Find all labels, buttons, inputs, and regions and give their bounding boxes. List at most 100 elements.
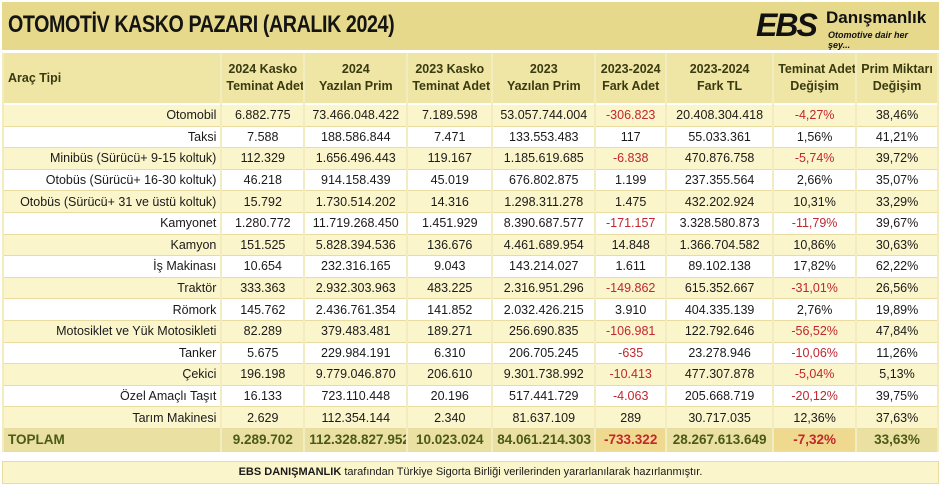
cell-prim-change: 39,75%	[857, 385, 937, 408]
header-teminat-2023: 2023 Kasko Teminat Adet	[408, 53, 492, 105]
cell-teminat-2024: 151.525	[222, 234, 304, 257]
header-line2: Değişim	[872, 79, 922, 93]
cell-teminat-2024: 112.329	[222, 148, 304, 170]
cell-vehicle-type: İş Makinası	[4, 256, 221, 278]
cell-prim-2023: 256.690.835	[493, 320, 595, 343]
logo-slogan: Otomotive dair her şey...	[828, 30, 909, 50]
cell-teminat-change: -7,32%	[774, 428, 856, 452]
ebs-logo: EBS Danışmanlık Otomotive dair her şey..…	[756, 7, 931, 50]
header-line1: 2024 Kasko	[228, 62, 298, 76]
cell-prim-change: 11,26%	[857, 342, 937, 365]
cell-teminat-2023: 2.340	[408, 407, 492, 429]
cell-fark-tl: 20.408.304.418	[667, 105, 773, 127]
cell-fark-adet: 1.611	[596, 256, 666, 278]
cell-vehicle-type: Römork	[4, 299, 221, 321]
cell-teminat-change: 1,56%	[774, 126, 856, 149]
cell-prim-2023: 1.185.619.685	[493, 148, 595, 170]
table-row: Tarım Makinesi 2.629 112.354.144 2.340 81.63…	[4, 407, 937, 429]
cell-teminat-2024: 82.289	[222, 320, 304, 343]
cell-fark-tl: 122.792.646	[667, 320, 773, 343]
cell-teminat-change: -20,12%	[774, 385, 856, 408]
cell-teminat-change: -31,01%	[774, 277, 856, 300]
cell-prim-2024: 2.436.761.354	[305, 299, 407, 321]
cell-vehicle-type: Taksi	[4, 126, 221, 149]
cell-fark-tl: 30.717.035	[667, 407, 773, 429]
cell-fark-tl: 1.366.704.582	[667, 234, 773, 257]
cell-fark-tl: 89.102.138	[667, 256, 773, 278]
table-row: Otobüs (Sürücü+ 16-30 koltuk) 46.218 914.1…	[4, 169, 937, 192]
cell-prim-2023: 2.316.951.296	[493, 277, 595, 300]
cell-fark-adet: 1.199	[596, 169, 666, 192]
header-line2: Değişim	[790, 79, 839, 93]
table-row: Otomobil 6.882.775 73.466.048.422 7.189.598…	[4, 105, 937, 127]
header-line2: Yazılan Prim	[318, 79, 393, 93]
header-line1: Prim Miktarı	[861, 62, 933, 76]
kasko-market-table: Araç Tipi 2024 Kasko Teminat Adet 2024 Yazıl…	[2, 53, 939, 452]
cell-vehicle-type: Otomobil	[4, 105, 221, 127]
header-line1: 2023 Kasko	[415, 62, 485, 76]
cell-teminat-2023: 7.189.598	[408, 105, 492, 127]
cell-teminat-2024: 196.198	[222, 364, 304, 386]
cell-prim-change: 30,63%	[857, 234, 937, 257]
cell-teminat-2024: 145.762	[222, 299, 304, 321]
cell-fark-adet: -171.157	[596, 212, 666, 235]
cell-fark-adet: 14.848	[596, 234, 666, 257]
header-prim-change: Prim Miktarı Değişim	[857, 53, 937, 105]
cell-teminat-change: 10,86%	[774, 234, 856, 257]
cell-vehicle-type: TOPLAM	[4, 428, 221, 452]
cell-prim-2023: 81.637.109	[493, 407, 595, 429]
table-row: İş Makinası 10.654 232.316.165 9.043 143.214…	[4, 256, 937, 278]
cell-prim-change: 41,21%	[857, 126, 937, 149]
cell-prim-2024: 2.932.303.963	[305, 277, 407, 300]
cell-vehicle-type: Özel Amaçlı Taşıt	[4, 385, 221, 408]
cell-fark-adet: 117	[596, 126, 666, 149]
header-line2: Fark TL	[697, 79, 743, 93]
cell-prim-2024: 9.779.046.870	[305, 364, 407, 386]
table-row: Otobüs (Sürücü+ 31 ve üstü koltuk) 15.792…	[4, 191, 937, 213]
cell-prim-change: 38,46%	[857, 105, 937, 127]
cell-fark-tl: 477.307.878	[667, 364, 773, 386]
cell-prim-2023: 517.441.729	[493, 385, 595, 408]
cell-vehicle-type: Tanker	[4, 342, 221, 365]
cell-teminat-2024: 16.133	[222, 385, 304, 408]
cell-prim-change: 33,29%	[857, 191, 937, 213]
header-fark-adet: 2023-2024 Fark Adet	[596, 53, 666, 105]
cell-fark-adet: -106.981	[596, 320, 666, 343]
header-line2: Teminat Adet	[412, 79, 491, 93]
cell-prim-2023: 2.032.426.215	[493, 299, 595, 321]
cell-fark-adet: 1.475	[596, 191, 666, 213]
cell-teminat-2024: 6.882.775	[222, 105, 304, 127]
cell-teminat-change: -10,06%	[774, 342, 856, 365]
cell-prim-2023: 206.705.245	[493, 342, 595, 365]
cell-fark-adet: 3.910	[596, 299, 666, 321]
cell-teminat-2024: 5.675	[222, 342, 304, 365]
header-line1: 2023-2024	[689, 62, 750, 76]
header-line2: Yazılan Prim	[506, 79, 581, 93]
cell-teminat-change: 10,31%	[774, 191, 856, 213]
cell-teminat-change: -4,27%	[774, 105, 856, 127]
cell-prim-2024: 229.984.191	[305, 342, 407, 365]
cell-vehicle-type: Minibüs (Sürücü+ 9-15 koltuk)	[4, 148, 221, 170]
table-row: Taksi 7.588 188.586.844 7.471 133.553.483 117…	[4, 126, 937, 149]
page-title: OTOMOTİV KASKO PAZARI (ARALIK 2024)	[8, 11, 395, 38]
cell-prim-change: 5,13%	[857, 364, 937, 386]
cell-teminat-change: 2,76%	[774, 299, 856, 321]
cell-prim-2024: 379.483.481	[305, 320, 407, 343]
cell-teminat-2023: 10.023.024	[408, 428, 492, 452]
cell-vehicle-type: Otobüs (Sürücü+ 16-30 koltuk)	[4, 169, 221, 192]
cell-fark-adet: -149.862	[596, 277, 666, 300]
cell-vehicle-type: Kamyonet	[4, 212, 221, 235]
cell-fark-tl: 615.352.667	[667, 277, 773, 300]
table-row: Römork 145.762 2.436.761.354 141.852 2.032.4…	[4, 299, 937, 321]
cell-teminat-change: 17,82%	[774, 256, 856, 278]
cell-prim-change: 35,07%	[857, 169, 937, 192]
cell-prim-2023: 676.802.875	[493, 169, 595, 192]
header-vehicle-type: Araç Tipi	[4, 53, 221, 105]
cell-prim-change: 26,56%	[857, 277, 937, 300]
cell-fark-adet: -10.413	[596, 364, 666, 386]
cell-vehicle-type: Kamyon	[4, 234, 221, 257]
cell-prim-2023: 1.298.311.278	[493, 191, 595, 213]
header-line1: 2023-2024	[600, 62, 661, 76]
cell-vehicle-type: Çekici	[4, 364, 221, 386]
cell-teminat-2024: 333.363	[222, 277, 304, 300]
